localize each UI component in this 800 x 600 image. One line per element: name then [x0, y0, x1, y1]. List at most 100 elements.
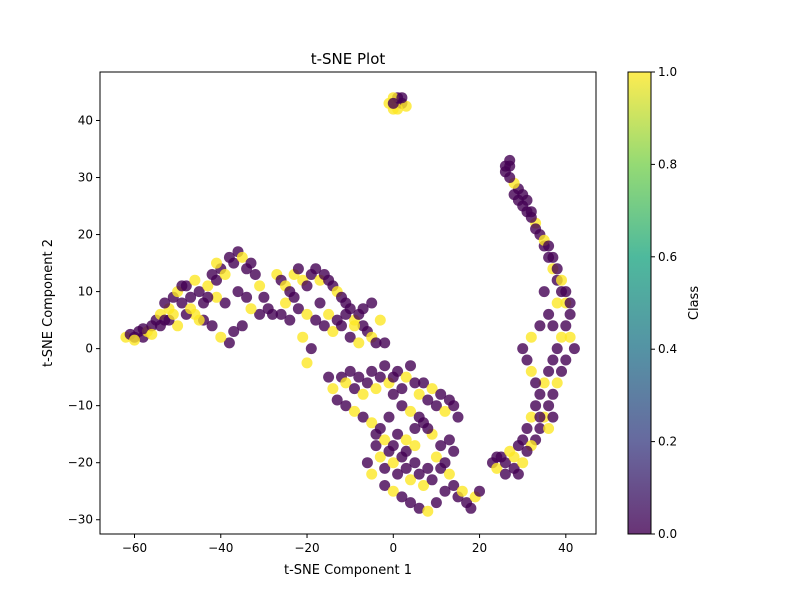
scatter-point — [422, 394, 434, 406]
scatter-point — [344, 365, 356, 377]
scatter-point — [409, 423, 421, 434]
scatter-points — [120, 92, 580, 517]
scatter-point — [474, 485, 485, 497]
scatter-point — [512, 440, 524, 452]
scatter-point — [409, 440, 421, 452]
scatter-point — [560, 320, 572, 332]
scatter-point — [400, 371, 412, 383]
scatter-point — [435, 440, 447, 452]
scatter-point — [292, 303, 304, 315]
chart-title: t-SNE Plot — [311, 50, 386, 68]
scatter-point — [137, 323, 149, 335]
scatter-point — [366, 297, 378, 309]
scatter-point — [146, 328, 158, 340]
scatter-point — [551, 263, 563, 275]
scatter-point — [430, 497, 442, 509]
scatter-point — [508, 451, 520, 463]
scatter-point — [370, 440, 382, 452]
scatter-point — [366, 365, 378, 377]
scatter-point — [232, 286, 244, 298]
scatter-point — [344, 331, 356, 343]
scatter-point — [193, 314, 205, 326]
y-tick-label: 20 — [78, 228, 93, 242]
scatter-point — [547, 388, 559, 400]
scatter-point — [349, 383, 360, 395]
scatter-point — [176, 297, 188, 309]
scatter-point — [551, 377, 563, 389]
scatter-point — [435, 388, 447, 400]
scatter-point — [538, 377, 550, 389]
scatter-point — [340, 400, 352, 412]
scatter-point — [443, 434, 455, 446]
scatter-point — [185, 303, 197, 315]
scatter-point — [439, 405, 451, 417]
colorbar-tick-label: 0.8 — [658, 157, 677, 171]
scatter-point — [202, 280, 214, 292]
scatter-point — [219, 297, 231, 309]
scatter-point — [176, 280, 188, 292]
scatter-point — [236, 251, 248, 263]
scatter-point — [534, 411, 546, 423]
scatter-point — [392, 365, 404, 377]
scatter-point — [499, 457, 511, 469]
scatter-point — [392, 428, 404, 440]
colorbar-ticks: 0.0 0.2 0.4 0.6 0.8 1.0 — [651, 65, 677, 541]
scatter-point — [543, 365, 555, 377]
scatter-point — [206, 320, 218, 332]
colorbar — [627, 71, 652, 535]
colorbar-label: Class — [687, 286, 702, 320]
plot-frame — [99, 71, 597, 535]
scatter-point — [331, 394, 343, 406]
scatter-point — [499, 160, 511, 172]
scatter-point — [396, 491, 408, 503]
x-tick-label: −20 — [294, 541, 319, 555]
scatter-point — [517, 457, 529, 469]
scatter-point — [323, 308, 335, 320]
scatter-point — [439, 485, 451, 497]
scatter-point — [202, 291, 214, 303]
scatter-point — [413, 468, 425, 480]
scatter-point — [349, 405, 360, 417]
scatter-point — [405, 474, 416, 486]
scatter-point — [491, 451, 503, 463]
scatter-point — [448, 445, 460, 457]
scatter-point — [525, 211, 537, 223]
colorbar-tick-label: 0.4 — [658, 342, 677, 356]
scatter-point — [387, 485, 399, 497]
scatter-point — [551, 297, 563, 309]
scatter-point — [491, 462, 503, 474]
scatter-point — [254, 308, 266, 320]
scatter-point — [370, 428, 382, 440]
scatter-point — [379, 360, 391, 372]
scatter-point — [361, 457, 373, 469]
scatter-point — [228, 326, 240, 337]
scatter-point — [288, 291, 300, 303]
scatter-point — [357, 411, 369, 423]
scatter-point — [357, 303, 369, 315]
scatter-point — [379, 480, 391, 491]
scatter-point — [387, 457, 399, 469]
scatter-point — [521, 423, 533, 434]
scatter-point — [327, 383, 339, 395]
x-tick-label: 40 — [558, 541, 573, 555]
scatter-point — [318, 320, 330, 332]
scatter-point — [534, 320, 546, 332]
scatter-point — [551, 343, 563, 355]
scatter-point — [418, 480, 429, 491]
scatter-point — [426, 383, 438, 395]
scatter-point — [400, 462, 412, 474]
scatter-point — [422, 505, 434, 517]
scatter-point — [245, 303, 257, 315]
scatter-point — [422, 462, 434, 474]
scatter-point — [310, 314, 322, 326]
scatter-point — [219, 269, 231, 280]
scatter-point — [543, 308, 555, 320]
scatter-point — [547, 320, 559, 332]
scatter-point — [426, 474, 438, 486]
scatter-point — [448, 400, 460, 412]
scatter-point — [538, 286, 550, 298]
scatter-point — [254, 280, 266, 292]
scatter-point — [327, 326, 339, 337]
x-tick-label: 0 — [389, 541, 397, 555]
scatter-point — [189, 274, 201, 286]
